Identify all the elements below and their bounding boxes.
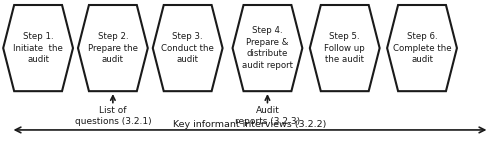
Text: Step 5.
Follow up
the audit: Step 5. Follow up the audit (324, 32, 365, 64)
Text: Step 6.
Complete the
audit: Step 6. Complete the audit (392, 32, 452, 64)
Polygon shape (310, 5, 380, 91)
Text: Step 4.
Prepare &
distribute
audit report: Step 4. Prepare & distribute audit repor… (242, 26, 293, 70)
Polygon shape (232, 5, 302, 91)
Polygon shape (153, 5, 222, 91)
Text: Audit
reports (3.2.3): Audit reports (3.2.3) (235, 106, 300, 126)
Text: Step 2.
Prepare the
audit: Step 2. Prepare the audit (88, 32, 138, 64)
Text: Step 3.
Conduct the
audit: Step 3. Conduct the audit (161, 32, 214, 64)
Polygon shape (78, 5, 148, 91)
Text: List of
questions (3.2.1): List of questions (3.2.1) (74, 106, 151, 126)
Polygon shape (387, 5, 457, 91)
Text: Step 1.
Initiate  the
audit: Step 1. Initiate the audit (13, 32, 63, 64)
Polygon shape (3, 5, 73, 91)
Text: Key informant interviews (3.2.2): Key informant interviews (3.2.2) (174, 120, 326, 129)
